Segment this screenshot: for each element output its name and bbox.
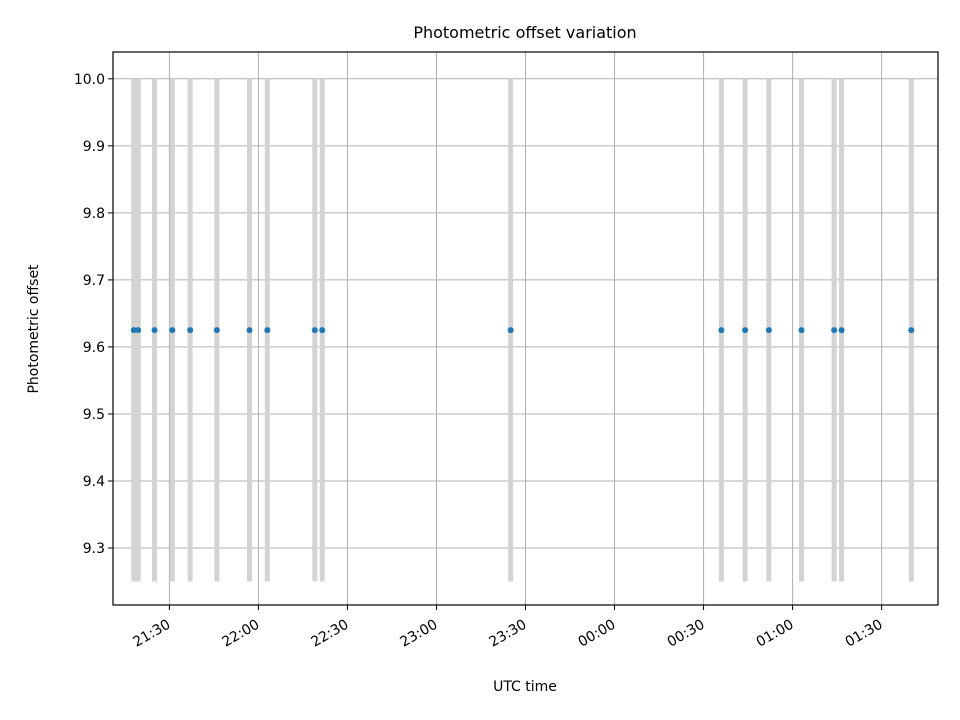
data-point	[130, 327, 137, 334]
y-tick-label: 9.4	[83, 474, 105, 490]
data-point	[319, 327, 326, 334]
data-point	[187, 327, 194, 334]
data-point	[169, 327, 176, 334]
data-point	[264, 327, 271, 334]
y-tick-label: 9.3	[83, 541, 105, 557]
x-axis-label: UTC time	[493, 679, 557, 695]
y-axis-ticks: 9.3 9.4 9.5 9.6 9.7 9.8 9.9 10.0	[74, 72, 113, 557]
y-axis-label: Photometric offset	[26, 264, 42, 394]
data-point	[135, 327, 142, 334]
data-point	[742, 327, 749, 334]
data-point	[908, 327, 915, 334]
y-tick-label: 9.9	[83, 139, 105, 155]
y-tick-label: 9.7	[83, 273, 105, 289]
data-point	[151, 327, 158, 334]
data-point	[213, 327, 220, 334]
y-tick-label: 9.8	[83, 206, 105, 222]
data-point	[838, 327, 845, 334]
y-tick-label: 9.6	[83, 340, 105, 356]
y-tick-label: 10.0	[74, 72, 105, 88]
data-point	[798, 327, 805, 334]
data-point	[718, 327, 725, 334]
data-point	[765, 327, 772, 334]
data-point	[246, 327, 253, 334]
data-point	[311, 327, 318, 334]
y-tick-label: 9.5	[83, 407, 105, 423]
chart-title: Photometric offset variation	[413, 23, 636, 42]
data-point	[507, 327, 514, 334]
data-point	[831, 327, 838, 334]
data-points	[130, 327, 915, 334]
